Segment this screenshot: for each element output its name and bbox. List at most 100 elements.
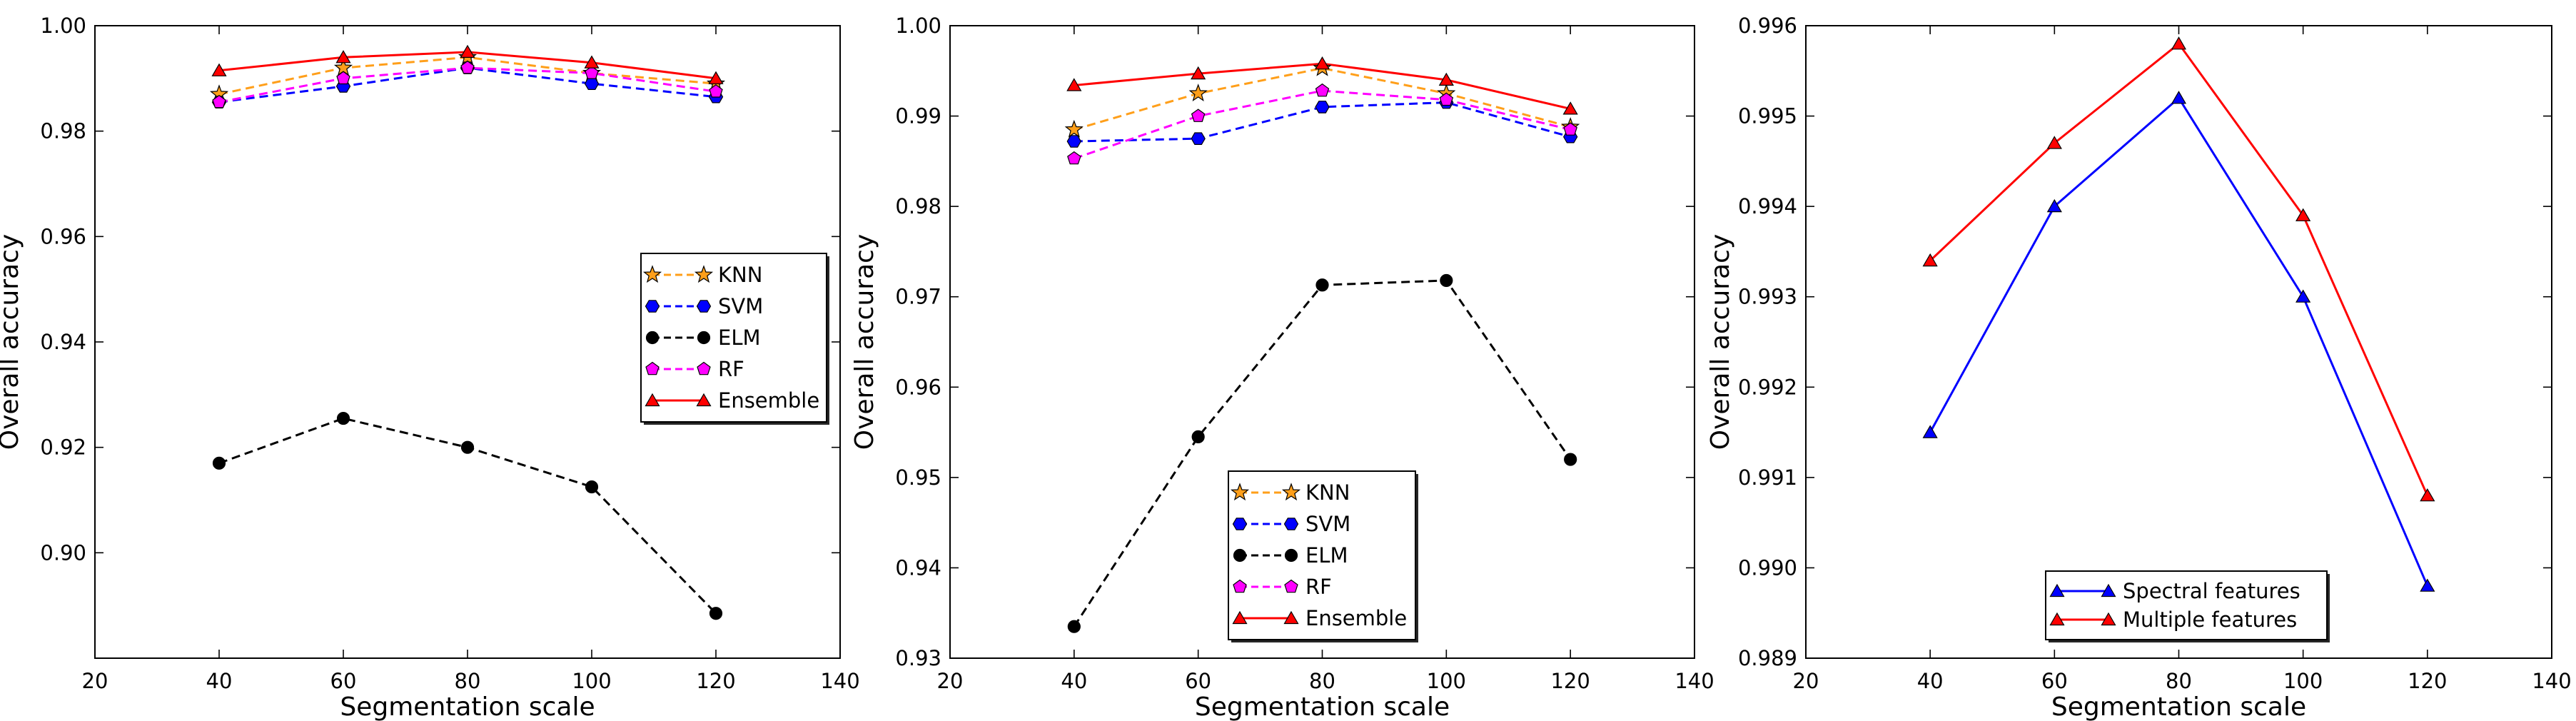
legend-marker <box>2101 612 2116 626</box>
legend-box <box>640 253 827 423</box>
x-tick-label: 100 <box>572 669 611 693</box>
x-tick-label: 60 <box>330 669 357 693</box>
y-axis-label: Overall accuracy <box>1706 234 1735 450</box>
data-point-rf <box>1439 92 1454 106</box>
data-point-svm <box>1191 132 1206 145</box>
x-tick-label: 100 <box>2283 669 2323 693</box>
data-point-rf <box>336 71 350 85</box>
data-point-ensemble <box>1438 72 1454 86</box>
x-tick-label: 120 <box>1550 669 1590 693</box>
y-tick-label: 0.995 <box>1738 104 1797 128</box>
data-point-ensemble <box>1191 66 1206 80</box>
data-point-elm <box>460 440 475 454</box>
data-point-rf <box>1563 122 1577 136</box>
y-tick-label: 0.992 <box>1738 375 1797 399</box>
x-axis-label: Segmentation scale <box>2051 692 2306 721</box>
x-axis-label: Segmentation scale <box>1195 692 1450 721</box>
data-point-elm <box>1315 278 1329 292</box>
legend-marker <box>1283 518 1299 530</box>
chart-panel-3: 20 40 60 80 100 120 140 0.989 0.990 0.991 0.992 0.9… <box>1706 14 2572 721</box>
data-point-elm <box>585 480 599 494</box>
y-tick-label: 0.98 <box>40 119 86 143</box>
x-tick-label: 20 <box>937 669 964 693</box>
legend-marker <box>2101 583 2116 598</box>
chart-panel-1: 20 40 60 80 100 120 140 0.90 0.92 0.94 0.96 0.98 1.0… <box>0 14 860 721</box>
data-point-svm <box>1066 135 1081 148</box>
legend-marker <box>2049 583 2065 598</box>
y-tick-label: 0.98 <box>895 194 941 218</box>
legend: KNN SVM ELM RF Ensemble <box>640 253 829 425</box>
legend-label: SVM <box>1305 512 1350 536</box>
legend-marker <box>697 361 711 375</box>
data-point-multiple-features <box>2046 136 2062 149</box>
legend-marker <box>696 393 712 407</box>
data-point-ensemble <box>1562 101 1578 115</box>
legend-marker <box>1283 610 1299 625</box>
data-point-ensemble <box>1066 78 1082 91</box>
y-tick-label: 0.993 <box>1738 285 1797 309</box>
data-point-rf <box>1067 151 1081 165</box>
legend: Spectral features Multiple features <box>2045 570 2330 642</box>
x-tick-label: 80 <box>1309 669 1335 693</box>
data-point-rf <box>585 66 599 79</box>
legend-label: KNN <box>1305 480 1350 505</box>
y-tick-label: 0.97 <box>895 285 941 309</box>
legend-box <box>1228 470 1416 640</box>
y-tick-label: 0.99 <box>895 104 941 128</box>
x-tick-label: 140 <box>820 669 859 693</box>
data-point-rf <box>1191 109 1206 122</box>
data-point-multiple-features <box>2420 488 2435 502</box>
legend-label: Multiple features <box>2123 607 2297 632</box>
data-point-spectral-features <box>2420 578 2435 592</box>
y-axis-label: Overall accuracy <box>0 234 24 450</box>
x-tick-label: 80 <box>2166 669 2192 693</box>
legend-label: Spectral features <box>2123 579 2300 603</box>
data-point-multiple-features <box>1922 253 1938 267</box>
y-tick-label: 0.96 <box>895 375 941 399</box>
legend-marker <box>645 331 660 345</box>
legend-label: Ensemble <box>718 388 819 413</box>
x-tick-label: 40 <box>1061 669 1087 693</box>
x-axis-label: Segmentation scale <box>340 692 595 721</box>
data-point-svm <box>584 77 600 91</box>
data-point-ensemble <box>460 44 475 59</box>
data-point-ensemble <box>1314 56 1330 70</box>
y-tick-label: 0.996 <box>1738 14 1797 38</box>
y-tick-label: 0.94 <box>40 330 86 354</box>
data-point-spectral-features <box>2171 91 2187 104</box>
series-line-multiple-features <box>1929 42 2429 496</box>
legend-marker <box>642 265 662 283</box>
legend-label: ELM <box>718 326 761 350</box>
legend-label: RF <box>1305 575 1332 599</box>
legend-marker <box>645 393 660 407</box>
y-tick-label: 0.93 <box>895 646 941 670</box>
legend-box <box>2045 570 2328 640</box>
y-tick-label: 1.00 <box>40 14 86 38</box>
data-point-elm <box>1440 273 1453 288</box>
x-tick-label: 80 <box>455 669 481 693</box>
legend-marker <box>1233 579 1247 593</box>
legend-label: RF <box>718 357 744 381</box>
data-point-knn <box>1188 84 1208 102</box>
y-tick-label: 0.90 <box>40 540 86 565</box>
x-tick-label: 20 <box>82 669 108 693</box>
legend-label: SVM <box>718 294 763 318</box>
legend-marker <box>2049 612 2065 626</box>
data-point-ensemble <box>335 50 351 64</box>
data-point-svm <box>1315 101 1330 114</box>
y-tick-label: 0.990 <box>1738 555 1797 580</box>
y-axis-label: Overall accuracy <box>850 234 879 450</box>
data-point-elm <box>709 607 723 620</box>
data-point-elm <box>212 456 226 470</box>
data-point-knn <box>1064 119 1084 138</box>
legend-marker <box>1230 483 1250 501</box>
y-tick-label: 0.989 <box>1738 646 1797 670</box>
legend-marker <box>1232 518 1248 530</box>
data-point-multiple-features <box>2171 36 2187 50</box>
x-tick-label: 40 <box>1917 669 1944 693</box>
legend-marker <box>1284 579 1298 593</box>
y-tick-label: 0.96 <box>40 224 86 248</box>
x-tick-label: 40 <box>206 669 233 693</box>
x-tick-label: 140 <box>2532 669 2571 693</box>
legend-marker <box>1232 610 1248 625</box>
